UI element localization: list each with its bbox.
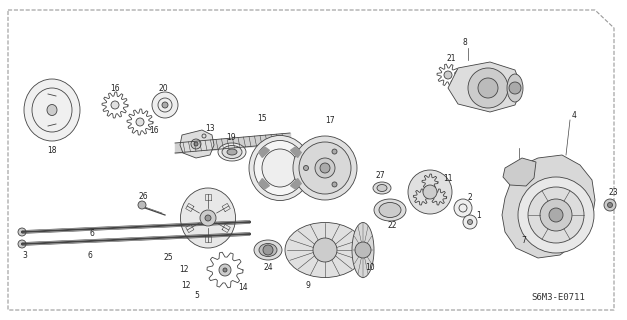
Polygon shape	[290, 179, 301, 189]
Text: 1: 1	[477, 211, 482, 220]
Text: 6: 6	[88, 251, 92, 260]
Circle shape	[540, 199, 572, 231]
Circle shape	[205, 215, 211, 221]
Ellipse shape	[254, 140, 306, 196]
Circle shape	[468, 220, 473, 225]
Circle shape	[18, 240, 26, 248]
Text: 23: 23	[608, 188, 618, 196]
Circle shape	[528, 187, 584, 243]
Circle shape	[194, 142, 198, 146]
Polygon shape	[502, 155, 595, 258]
Circle shape	[162, 102, 168, 108]
Circle shape	[191, 139, 201, 149]
Ellipse shape	[254, 240, 282, 260]
Text: 15: 15	[257, 114, 267, 123]
Circle shape	[293, 136, 357, 200]
Text: 5: 5	[194, 292, 199, 300]
Circle shape	[549, 208, 563, 222]
Text: 13: 13	[205, 124, 215, 132]
Ellipse shape	[222, 146, 242, 158]
Text: 16: 16	[149, 125, 159, 134]
Text: 19: 19	[226, 132, 236, 141]
Circle shape	[223, 268, 227, 272]
Ellipse shape	[227, 149, 237, 155]
Circle shape	[423, 185, 437, 199]
Text: 10: 10	[365, 263, 375, 273]
Text: S6M3-E0711: S6M3-E0711	[531, 293, 585, 302]
Circle shape	[608, 203, 613, 207]
Circle shape	[355, 242, 371, 258]
Text: 25: 25	[163, 253, 173, 262]
Ellipse shape	[218, 143, 246, 161]
Text: 24: 24	[263, 263, 273, 273]
Polygon shape	[180, 130, 214, 158]
Ellipse shape	[373, 182, 391, 194]
Circle shape	[518, 177, 594, 253]
Text: 18: 18	[47, 146, 57, 155]
Text: 12: 12	[179, 266, 189, 275]
Circle shape	[299, 142, 351, 194]
Circle shape	[111, 101, 119, 109]
Circle shape	[454, 199, 472, 217]
Ellipse shape	[507, 74, 523, 102]
Circle shape	[18, 228, 26, 236]
Circle shape	[138, 201, 146, 209]
Ellipse shape	[181, 188, 236, 248]
Text: 12: 12	[181, 282, 191, 291]
Text: 14: 14	[238, 284, 248, 292]
Circle shape	[200, 210, 216, 226]
Circle shape	[478, 78, 498, 98]
Text: 3: 3	[23, 251, 28, 260]
Circle shape	[463, 215, 477, 229]
Text: 17: 17	[325, 116, 335, 124]
Circle shape	[313, 238, 337, 262]
Circle shape	[408, 170, 452, 214]
Text: 6: 6	[90, 228, 95, 237]
Circle shape	[444, 71, 452, 79]
Text: 11: 11	[443, 173, 453, 182]
Ellipse shape	[377, 185, 387, 191]
Circle shape	[332, 182, 337, 187]
Circle shape	[136, 118, 144, 126]
Circle shape	[332, 149, 337, 154]
Ellipse shape	[249, 135, 311, 201]
Text: 2: 2	[468, 193, 472, 202]
Circle shape	[468, 68, 508, 108]
Text: 4: 4	[572, 110, 576, 119]
Text: 20: 20	[158, 84, 168, 92]
Circle shape	[320, 163, 330, 173]
Text: 16: 16	[110, 84, 120, 92]
Ellipse shape	[47, 105, 57, 116]
Text: 8: 8	[463, 37, 467, 46]
Polygon shape	[259, 179, 270, 189]
Polygon shape	[448, 62, 522, 112]
Polygon shape	[290, 147, 301, 157]
Circle shape	[604, 199, 616, 211]
Text: 9: 9	[305, 281, 310, 290]
Circle shape	[152, 92, 178, 118]
Ellipse shape	[24, 79, 80, 141]
Text: 27: 27	[375, 171, 385, 180]
Text: 22: 22	[387, 220, 397, 229]
Text: 7: 7	[522, 236, 527, 244]
Polygon shape	[259, 147, 270, 157]
Ellipse shape	[285, 222, 365, 277]
Circle shape	[315, 158, 335, 178]
Ellipse shape	[352, 222, 374, 277]
Text: 21: 21	[446, 53, 456, 62]
Polygon shape	[503, 158, 536, 186]
Text: 26: 26	[138, 191, 148, 201]
Circle shape	[219, 264, 231, 276]
Circle shape	[509, 82, 521, 94]
Circle shape	[263, 245, 273, 255]
Ellipse shape	[259, 244, 277, 257]
Ellipse shape	[262, 149, 298, 187]
Ellipse shape	[374, 199, 406, 221]
Ellipse shape	[379, 203, 401, 218]
Circle shape	[303, 165, 308, 171]
